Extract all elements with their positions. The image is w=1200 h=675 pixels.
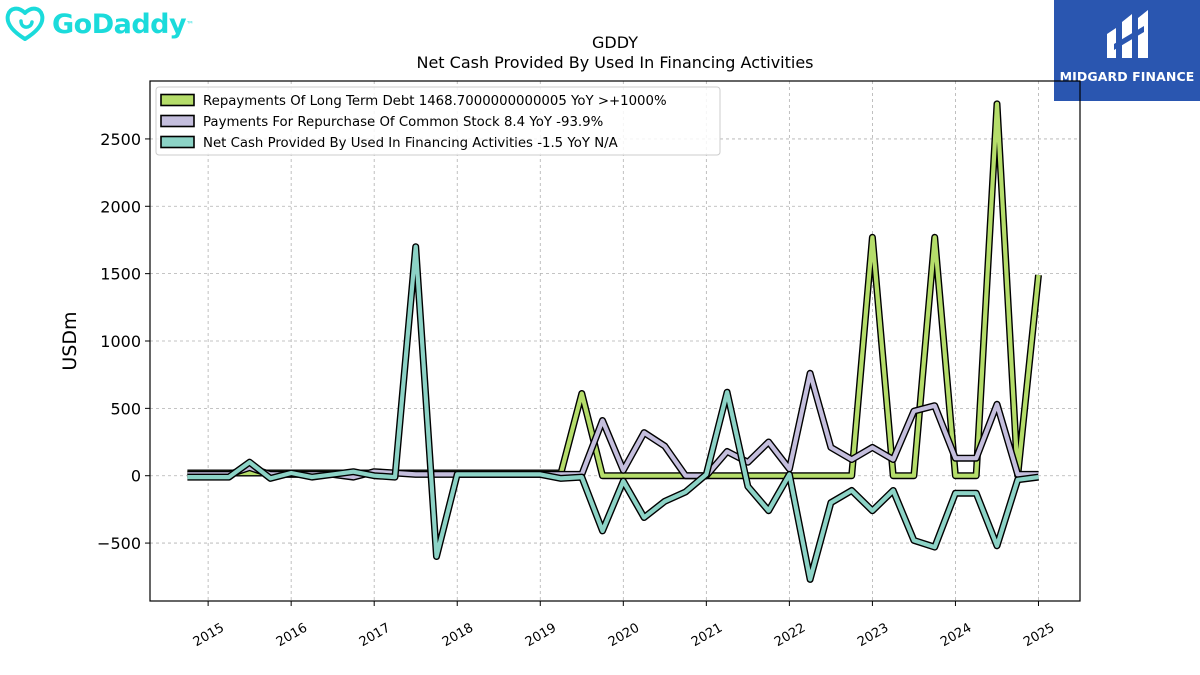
- x-axis: 2015 2016 2017 2018 2019 2020 2021 2022 2023 2024…: [191, 601, 1057, 651]
- x-tick-label: 2024: [938, 621, 974, 651]
- legend-swatch: [160, 114, 195, 128]
- series-outline-1: [187, 369, 1039, 481]
- legend-box: [155, 86, 721, 156]
- y-tick-label: 2000: [100, 197, 141, 216]
- godaddy-wordmark: GoDaddy: [52, 8, 187, 40]
- x-tick-label: 2025: [1021, 621, 1057, 651]
- y-axis: −500 0 500 1000 1500 2000 2500: [97, 130, 150, 553]
- godaddy-logo: GoDaddy ™: [4, 4, 194, 44]
- y-axis-label: USDm: [59, 311, 81, 370]
- series-line-2: [187, 244, 1039, 582]
- y-tick-label: 1000: [100, 332, 141, 351]
- legend-swatch: [160, 93, 195, 107]
- legend-swatch: [160, 135, 195, 149]
- y-tick-label: 500: [110, 399, 141, 418]
- x-tick-label: 2019: [523, 621, 559, 651]
- x-tick-label: 2023: [855, 621, 891, 651]
- y-tick-label: −500: [97, 534, 141, 553]
- chart-title: GDDY: [592, 33, 638, 52]
- legend-label: Payments For Repurchase Of Common Stock …: [203, 115, 603, 130]
- legend-label: Net Cash Provided By Used In Financing A…: [203, 136, 618, 151]
- y-tick-label: 0: [131, 467, 141, 486]
- trademark-mark: ™: [186, 19, 195, 29]
- godaddy-heart-icon: [5, 6, 45, 41]
- y-tick-label: 2500: [100, 130, 141, 149]
- x-tick-label: 2015: [191, 621, 227, 651]
- midgard-emblem-icon: [1107, 10, 1148, 58]
- x-tick-label: 2016: [274, 621, 310, 651]
- y-tick-label: 1500: [100, 265, 141, 284]
- legend: Repayments Of Long Term Debt 1468.700000…: [155, 86, 721, 156]
- legend-label: Repayments Of Long Term Debt 1468.700000…: [203, 94, 667, 109]
- midgard-finance-logo: MIDGARD FINANCE: [1054, 0, 1200, 101]
- series-layer: [187, 100, 1042, 583]
- midgard-wordmark: MIDGARD FINANCE: [1059, 69, 1195, 84]
- x-tick-label: 2017: [357, 621, 393, 651]
- x-tick-label: 2021: [689, 621, 725, 651]
- x-tick-label: 2022: [772, 621, 808, 651]
- x-tick-label: 2018: [440, 621, 476, 651]
- x-tick-label: 2020: [606, 621, 642, 651]
- chart-subtitle: Net Cash Provided By Used In Financing A…: [416, 53, 813, 72]
